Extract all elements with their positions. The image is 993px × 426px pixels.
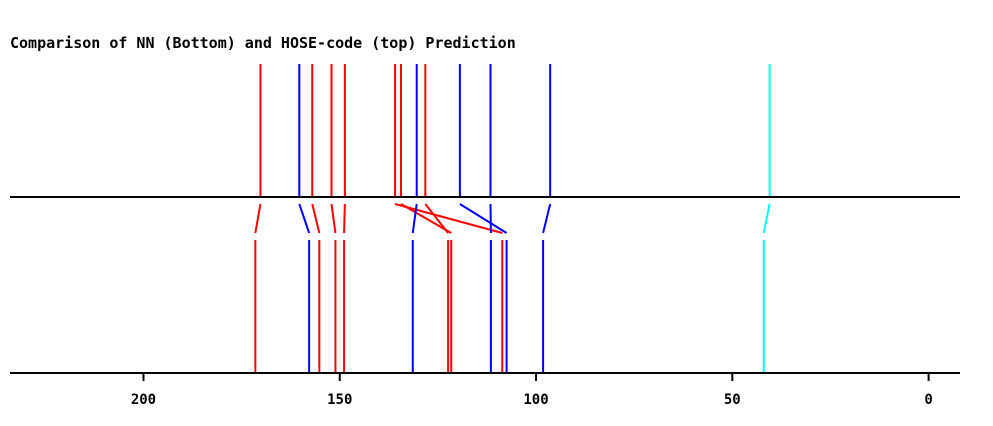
correspondence-connector xyxy=(298,203,311,234)
chart-title: Comparison of NN (Bottom) and HOSE-code … xyxy=(10,34,516,52)
x-tick-label: 200 xyxy=(131,392,156,408)
x-tick-label: 50 xyxy=(724,392,741,408)
correspondence-connector xyxy=(542,203,552,234)
x-axis-ticks: 200 150 100 50 0 xyxy=(131,373,933,408)
correspondence-connector xyxy=(254,203,262,234)
correspondence-connector xyxy=(343,203,346,234)
correspondence-connector xyxy=(330,203,337,234)
correspondence-connector xyxy=(311,203,321,234)
correspondence-connector xyxy=(424,203,449,234)
x-tick-label: 150 xyxy=(327,392,352,408)
correspondence-connector xyxy=(394,203,503,234)
correspondence-connector xyxy=(459,203,508,234)
prediction-lines xyxy=(254,64,771,372)
correspondence-connector xyxy=(762,203,771,234)
x-tick-label: 100 xyxy=(523,392,548,408)
correspondence-connector xyxy=(411,203,418,234)
x-tick-label: 0 xyxy=(924,392,932,408)
correspondence-connector xyxy=(400,203,452,234)
